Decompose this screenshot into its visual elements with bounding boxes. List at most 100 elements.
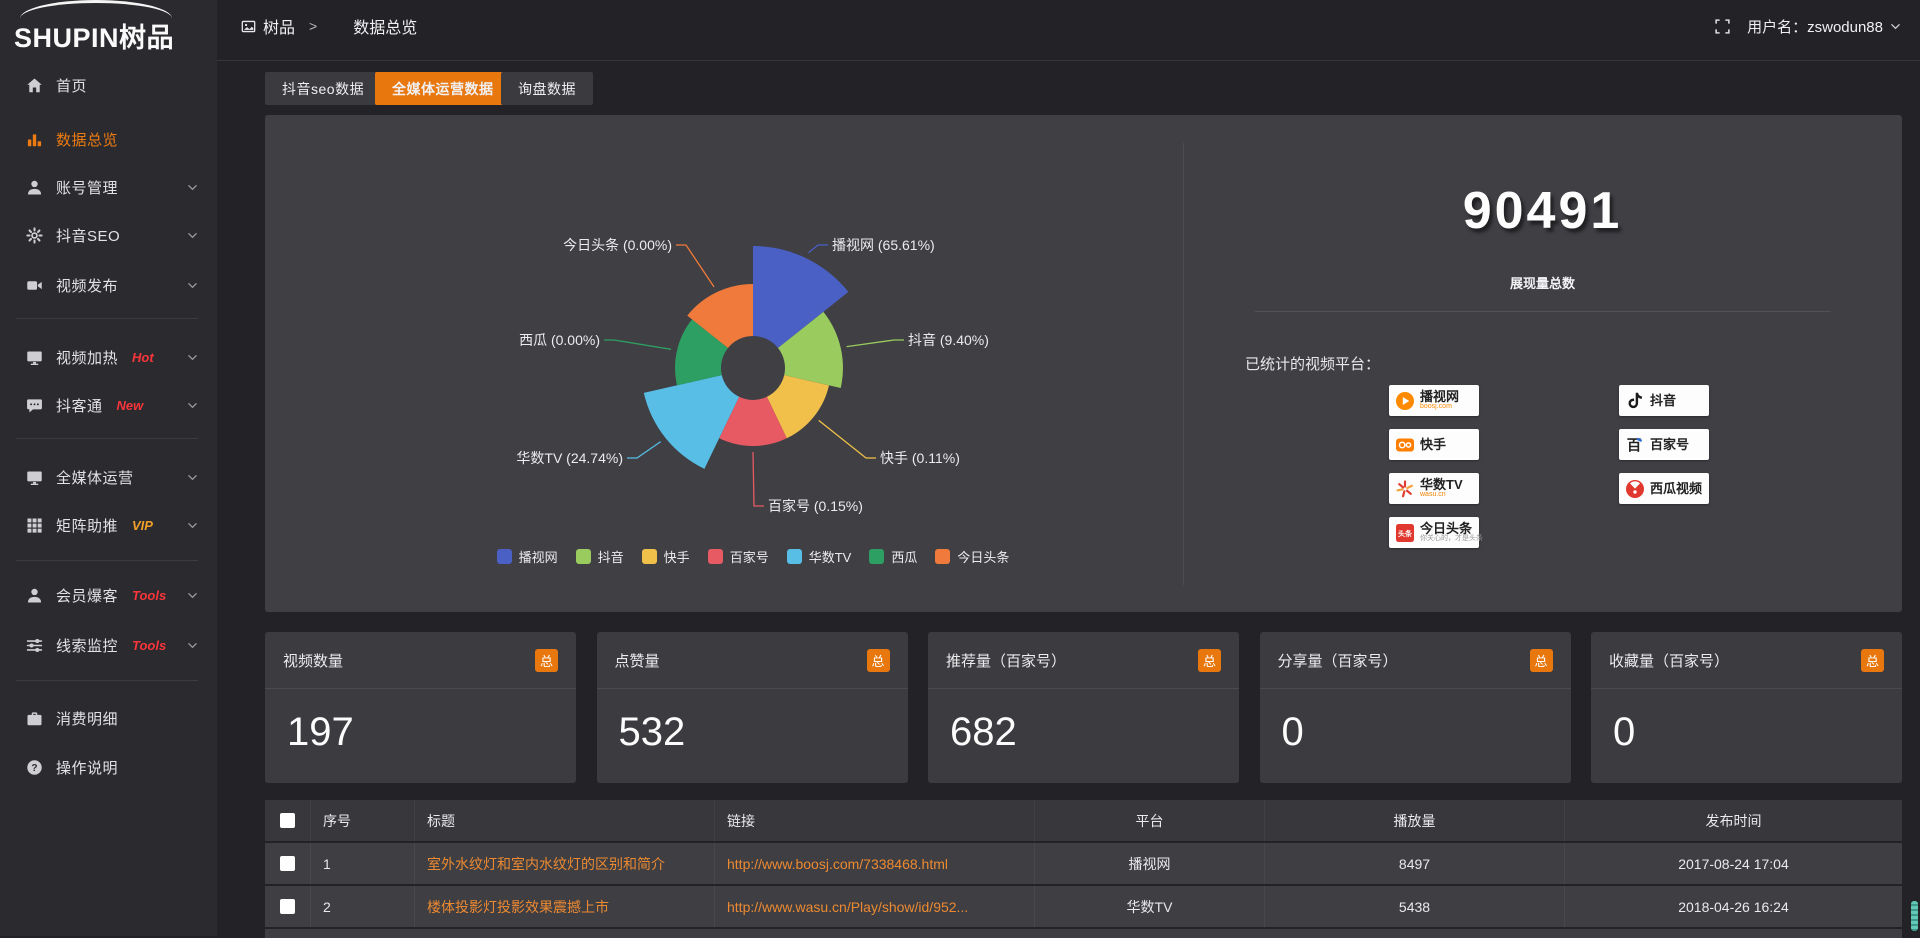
sliders-icon xyxy=(26,637,43,654)
stat-card-label: 分享量（百家号） xyxy=(1277,652,1398,670)
sidebar-divider xyxy=(16,318,198,319)
platform-badge-name: 西瓜视频 xyxy=(1650,481,1703,496)
url-link[interactable]: http://www.wasu.cn/Play/show/id/952... xyxy=(727,898,969,915)
fullscreen-icon[interactable] xyxy=(1714,18,1731,35)
grid-icon xyxy=(26,517,43,534)
breadcrumb-current: 数据总览 xyxy=(353,20,418,37)
sidebar-item-2[interactable]: 数据总览 xyxy=(0,117,217,161)
tab-2[interactable]: 全媒体运营数据 xyxy=(375,72,511,105)
sidebar-item-12[interactable]: 消费明细 xyxy=(0,696,217,740)
sidebar-item-1[interactable]: 首页 xyxy=(0,63,217,107)
pie-slice-4[interactable] xyxy=(719,396,787,447)
sidebar-item-label: 数据总览 xyxy=(56,131,119,149)
legend-item-1[interactable]: 播视网 xyxy=(496,547,558,566)
platform-badge-6: 西瓜视频 xyxy=(1619,473,1709,504)
pie-label-line xyxy=(808,244,828,254)
question-icon: ? xyxy=(26,759,43,776)
tab-3[interactable]: 询盘数据 xyxy=(501,72,593,105)
legend-item-3[interactable]: 快手 xyxy=(641,547,690,566)
overview-panel: 播视网 (65.61%) 抖音 (9.40%) 快手 (0.11%) 百家号 (0.1… xyxy=(265,115,1902,612)
legend-swatch xyxy=(786,549,802,564)
panel-vertical-divider xyxy=(1183,143,1184,585)
link-cell: http://www.wasu.cn/Play/show/id/952... xyxy=(715,886,1035,927)
pie-slice-2[interactable] xyxy=(778,311,843,388)
screen-icon xyxy=(26,469,43,486)
chevron-down-icon xyxy=(186,279,199,292)
platform-badge-sub: boosj.com xyxy=(1420,403,1452,410)
sidebar-item-8[interactable]: 全媒体运营 xyxy=(0,455,217,499)
sidebar-item-4[interactable]: 抖音SEO xyxy=(0,213,217,257)
url-link[interactable]: http://www.boosj.com/7338468.html xyxy=(727,855,949,872)
stat-card-label: 点赞量 xyxy=(614,652,660,670)
sidebar-item-9[interactable]: 矩阵助推 VIP xyxy=(0,503,217,547)
sidebar-item-label: 抖客通 xyxy=(56,397,103,415)
breadcrumb-root[interactable]: 树品 xyxy=(263,20,296,37)
sidebar-item-13[interactable]: ? 操作说明 xyxy=(0,745,217,789)
sidebar-item-5[interactable]: 视频发布 xyxy=(0,263,217,307)
header-cell: 链接 xyxy=(715,800,1035,841)
platform-badge-name: 快手 xyxy=(1420,437,1447,452)
sidebar-item-6[interactable]: 视频加热 Hot xyxy=(0,335,217,379)
platform-badge-sub: 你关心的，才是头条 xyxy=(1420,535,1483,542)
boosj-logo-icon xyxy=(1395,391,1415,411)
summary-divider xyxy=(1255,311,1831,312)
svg-text:?: ? xyxy=(31,763,37,774)
chevron-down-icon xyxy=(186,181,199,194)
sidebar-item-label: 账号管理 xyxy=(56,179,119,197)
legend-label: 播视网 xyxy=(518,550,558,565)
sidebar-item-7[interactable]: 抖客通 New xyxy=(0,383,217,427)
pie-label: 快手 (0.11%) xyxy=(880,450,960,466)
sidebar-divider xyxy=(16,680,198,681)
row-checkbox[interactable] xyxy=(280,899,295,914)
legend-item-2[interactable]: 抖音 xyxy=(575,547,624,566)
pie-label-line xyxy=(752,451,764,507)
legend-item-6[interactable]: 西瓜 xyxy=(869,547,917,566)
user-menu[interactable]: 用户名：zswodun88 xyxy=(1747,16,1902,37)
tab-1[interactable]: 抖音seo数据 xyxy=(265,72,382,105)
sidebar-item-badge: New xyxy=(116,397,144,413)
scrollbar-thumb[interactable] xyxy=(1911,901,1918,931)
title-link[interactable]: 室外水纹灯和室内水纹灯的区别和简介 xyxy=(427,855,665,872)
platform-badge-3: 快手 xyxy=(1389,429,1479,460)
pie-label: 抖音 (9.40%) xyxy=(908,332,989,348)
pie-slice-6[interactable] xyxy=(675,319,728,386)
title-link[interactable]: 楼体投影灯投影效果震撼上市 xyxy=(427,898,609,915)
stat-card-value: 197 xyxy=(287,710,354,754)
sidebar-item-11[interactable]: 线索监控 Tools xyxy=(0,623,217,667)
row-checkbox[interactable] xyxy=(280,856,295,871)
total-badge: 总 xyxy=(866,648,890,672)
legend-label: 西瓜 xyxy=(891,550,918,565)
stat-card-1: 视频数量 总 197 xyxy=(265,632,576,783)
link-cell: http://www.boosj.com/7338468.html xyxy=(715,843,1035,884)
rose-pie-chart: 播视网 (65.61%) 抖音 (9.40%) 快手 (0.11%) 百家号 (0.1… xyxy=(516,237,989,514)
legend-item-4[interactable]: 百家号 xyxy=(707,547,769,566)
table-row-2: 2 楼体投影灯投影效果震撼上市 http://www.wasu.cn/Play/sh… xyxy=(265,886,1902,927)
time-cell: 2017-08-24 17:04 xyxy=(1678,855,1789,872)
pie-slice-1[interactable] xyxy=(753,245,849,348)
pie-slice-7[interactable] xyxy=(687,284,753,348)
pie-slice-5[interactable] xyxy=(643,375,740,469)
chevron-down-icon xyxy=(186,399,199,412)
row-checkbox-cell xyxy=(265,886,311,927)
platform-badge-5: 华数TV wasu.cn xyxy=(1389,473,1479,504)
select-all-checkbox[interactable] xyxy=(280,813,295,828)
svg-text:百: 百 xyxy=(1627,437,1642,454)
row-checkbox-cell xyxy=(265,843,311,884)
header-cell: 标题 xyxy=(415,800,715,841)
chart-icon xyxy=(331,19,346,34)
chevron-down-icon xyxy=(186,351,199,364)
pie-label-line xyxy=(676,244,715,288)
stat-card-label: 推荐量（百家号） xyxy=(946,652,1067,670)
sidebar-item-10[interactable]: 会员爆客 Tools xyxy=(0,573,217,617)
username-label: 用户名：zswodun88 xyxy=(1747,18,1883,36)
impressions-total-label: 展现量总数 xyxy=(1509,276,1575,291)
legend-item-5[interactable]: 华数TV xyxy=(786,547,851,566)
stat-card-label: 收藏量（百家号） xyxy=(1609,652,1730,670)
chart-icon xyxy=(26,131,43,148)
pie-slice-3[interactable] xyxy=(766,375,829,439)
sidebar-item-3[interactable]: 账号管理 xyxy=(0,165,217,209)
platform-badge-7: 头条 今日头条 你关心的，才是头条 xyxy=(1389,517,1483,548)
sidebar-item-label: 全媒体运营 xyxy=(56,469,134,487)
platform-badge-name: 百家号 xyxy=(1650,437,1690,452)
legend-item-7[interactable]: 今日头条 xyxy=(935,547,1009,566)
